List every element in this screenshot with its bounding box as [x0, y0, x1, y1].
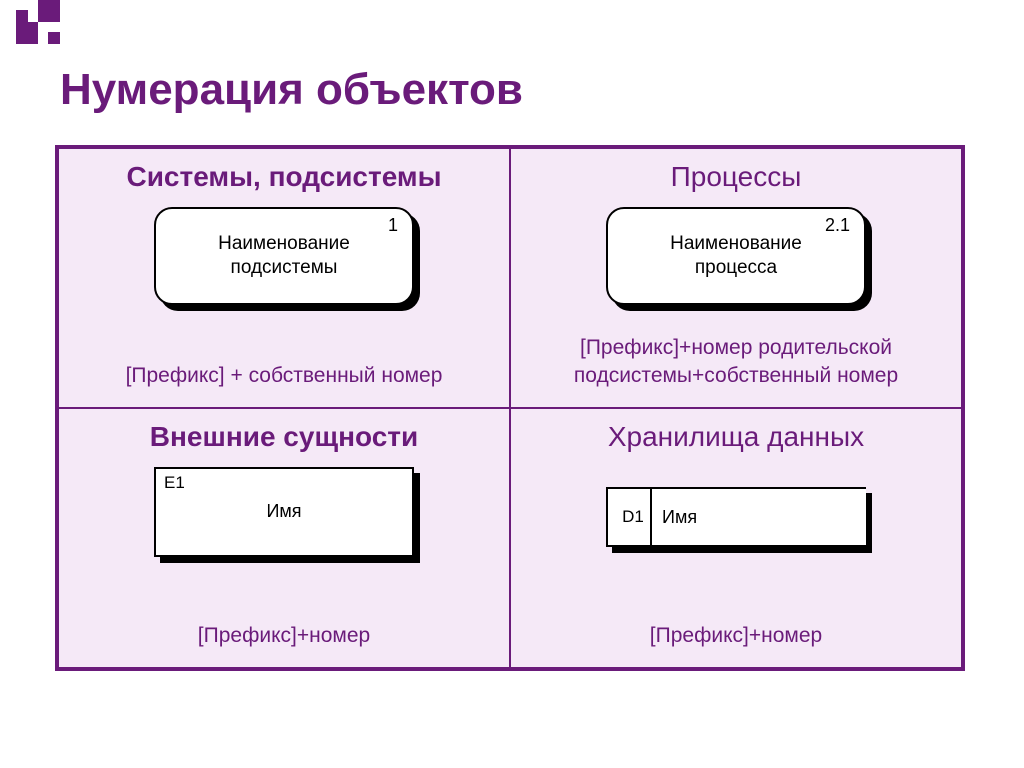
- datastore-name: Имя: [652, 507, 697, 528]
- processes-formula: [Префикс]+номер родительской подсистемы+…: [568, 334, 904, 397]
- cell-entities: Внешние сущности E1 Имя [Префикс]+номер: [58, 408, 510, 668]
- store-left-border: [606, 489, 616, 545]
- process-label: Наименование процесса: [670, 232, 802, 280]
- systems-formula: [Префикс] + собственный номер: [120, 362, 449, 397]
- deco-square: [38, 0, 60, 22]
- stores-formula: [Префикс]+номер: [644, 622, 828, 657]
- table-row: Внешние сущности E1 Имя [Префикс]+номер …: [58, 408, 962, 668]
- box-face: 2.1 Наименование процесса: [606, 207, 866, 305]
- label-line: Наименование: [670, 233, 802, 254]
- numbering-table: Системы, подсистемы 1 Наименование подси…: [55, 145, 965, 671]
- datastore-id: D1: [616, 489, 652, 545]
- table-row: Системы, подсистемы 1 Наименование подси…: [58, 148, 962, 408]
- subsystem-label: Наименование подсистемы: [218, 232, 350, 280]
- deco-square: [16, 10, 28, 22]
- entities-formula: [Префикс]+номер: [192, 622, 376, 657]
- cell-heading-entities: Внешние сущности: [150, 421, 418, 453]
- box-face: 1 Наименование подсистемы: [154, 207, 414, 305]
- cell-systems: Системы, подсистемы 1 Наименование подси…: [58, 148, 510, 408]
- cell-processes: Процессы 2.1 Наименование процесса [Преф…: [510, 148, 962, 408]
- process-box: 2.1 Наименование процесса: [606, 207, 866, 305]
- subsystem-box: 1 Наименование подсистемы: [154, 207, 414, 305]
- cell-stores: Хранилища данных D1 Имя [Префикс]+номер: [510, 408, 962, 668]
- label-line: Наименование: [218, 233, 350, 254]
- deco-square: [16, 22, 38, 44]
- process-number: 2.1: [825, 215, 850, 236]
- datastore-box: D1 Имя: [606, 487, 866, 547]
- box-face: D1 Имя: [606, 487, 866, 547]
- deco-square: [48, 32, 60, 44]
- label-line: подсистемы: [231, 257, 338, 278]
- cell-heading-stores: Хранилища данных: [608, 421, 864, 453]
- entity-id: E1: [164, 473, 185, 493]
- cell-heading-processes: Процессы: [671, 161, 802, 193]
- cell-heading-systems: Системы, подсистемы: [126, 161, 441, 193]
- corner-decoration: [0, 0, 80, 60]
- entity-box: E1 Имя: [154, 467, 414, 557]
- label-line: процесса: [695, 257, 777, 278]
- subsystem-number: 1: [388, 215, 398, 236]
- entity-name: Имя: [156, 501, 412, 522]
- formula-line: подсистемы+собственный номер: [574, 364, 898, 387]
- box-face: E1 Имя: [154, 467, 414, 557]
- formula-line: [Префикс]+номер родительской: [580, 336, 892, 359]
- slide-title: Нумерация объектов: [60, 65, 523, 115]
